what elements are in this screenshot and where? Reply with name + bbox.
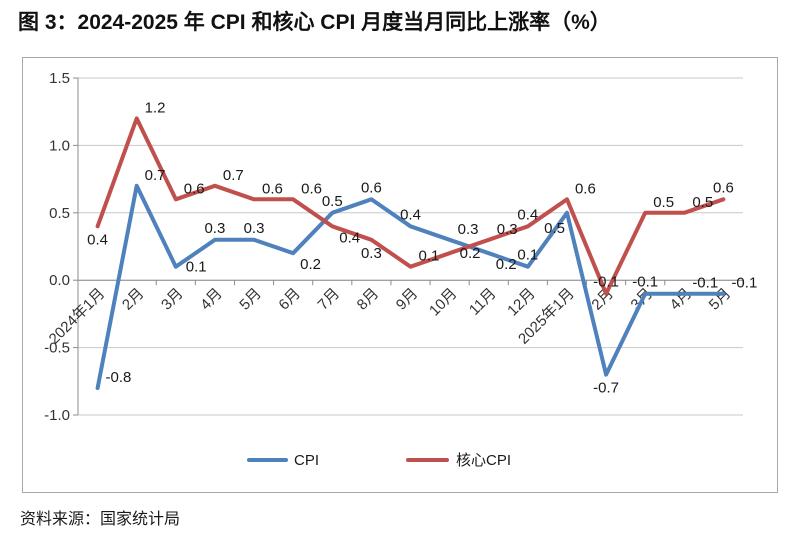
x-tick-label: 7月 xyxy=(315,285,344,314)
data-label: -0.1 xyxy=(692,275,718,292)
series-line-core-cpi xyxy=(95,116,726,296)
y-tick-label: 0.5 xyxy=(49,205,70,222)
source-note: 资料来源：国家统计局 xyxy=(20,511,181,528)
data-label: 0.4 xyxy=(339,229,360,246)
data-label: 0.4 xyxy=(400,206,421,223)
data-label: 0.1 xyxy=(186,259,207,276)
data-label: 0.3 xyxy=(361,245,382,262)
y-tick-label: -0.5 xyxy=(44,340,70,357)
y-tick-label: 1.5 xyxy=(49,70,70,87)
x-tick-label: 12月 xyxy=(504,285,538,319)
data-label: -0.1 xyxy=(632,274,658,291)
data-label: 0.6 xyxy=(713,179,734,196)
x-tick-label: 9月 xyxy=(393,285,422,314)
data-label: 0.4 xyxy=(517,206,538,223)
data-label: 0.5 xyxy=(544,220,565,237)
data-label: 0.4 xyxy=(87,231,108,248)
series-line-cpi xyxy=(95,183,726,390)
data-label: 0.5 xyxy=(692,194,713,211)
x-tick-label: 2月 xyxy=(119,285,148,314)
data-label: 0.6 xyxy=(184,180,205,197)
data-label: 0.3 xyxy=(497,221,518,238)
data-label: 0.3 xyxy=(244,220,265,237)
x-tick-label: 10月 xyxy=(426,285,460,319)
y-tick-label: 1.0 xyxy=(49,137,70,154)
x-tick-label: 2024年1月 xyxy=(46,285,109,348)
data-label: 0.6 xyxy=(575,180,596,197)
x-tick-label: 8月 xyxy=(354,285,383,314)
data-label: 0.6 xyxy=(301,180,322,197)
data-label: 0.5 xyxy=(322,193,343,210)
x-tick-label: 11月 xyxy=(466,285,500,319)
x-tick-label: 6月 xyxy=(275,285,304,314)
x-tick-label: 5月 xyxy=(236,285,265,314)
x-tick-label: 4月 xyxy=(197,285,226,314)
chart-frame: 1.5 1.0 0.5 0.0 -0.5 -1.0 2024年1月 2月 3月 4月 5月 6月 7月 8… xyxy=(22,57,778,493)
data-label: 1.2 xyxy=(145,99,166,116)
x-tick-label: 3月 xyxy=(158,285,187,314)
data-label: -0.8 xyxy=(106,369,132,386)
data-label: 0.6 xyxy=(262,180,283,197)
legend-label-cpi: CPI xyxy=(294,452,319,469)
data-label: -0.7 xyxy=(593,380,619,397)
data-label: 0.6 xyxy=(361,179,382,196)
data-label: 0.2 xyxy=(460,245,481,262)
data-label: 0.7 xyxy=(145,167,166,184)
legend-label-core-cpi: 核心CPI xyxy=(456,452,511,469)
data-label: 0.5 xyxy=(653,194,674,211)
x-tick-label: 4月 xyxy=(667,285,696,314)
data-label: 0.2 xyxy=(496,256,517,273)
data-label: 0.1 xyxy=(419,248,440,265)
data-label: -0.1 xyxy=(731,275,757,292)
data-label: 0.2 xyxy=(300,256,321,273)
data-label: 0.3 xyxy=(458,221,479,238)
y-tick-label: 0.0 xyxy=(49,272,70,289)
figure-title: 图 3：2024-2025 年 CPI 和核心 CPI 月度当月同比上涨率（%） xyxy=(18,11,611,34)
data-label: 0.7 xyxy=(223,167,244,184)
data-label: 0.1 xyxy=(517,247,538,264)
line-chart-svg: 1.5 1.0 0.5 0.0 -0.5 -1.0 2024年1月 2月 3月 4月 5月 6月 7月 8… xyxy=(44,70,757,469)
data-label: -0.1 xyxy=(593,274,619,291)
data-label: 0.3 xyxy=(204,220,225,237)
y-tick-label: -1.0 xyxy=(44,407,70,424)
